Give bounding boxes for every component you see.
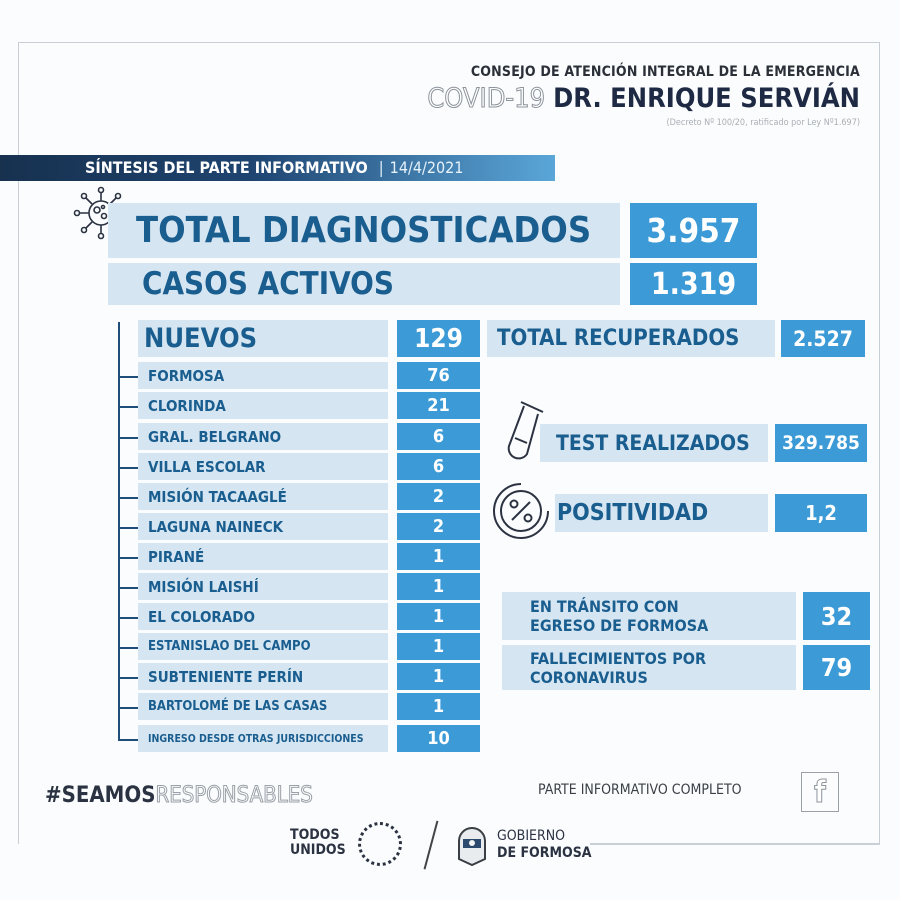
fallecimientos-line2: CORONAVIRUS — [530, 667, 648, 687]
tree-branch — [118, 676, 138, 679]
positividad-value: 1,2 — [775, 494, 867, 532]
hashtag-outline: RESPONSABLES — [155, 783, 313, 809]
divider — [590, 843, 880, 845]
locality-label: PIRANÉ — [138, 543, 388, 570]
gobierno-formosa-logo: GOBIERNO DE FORMOSA — [497, 828, 592, 862]
de-formosa-text: DE FORMOSA — [497, 845, 592, 861]
locality-label: LAGUNA NAINECK — [138, 513, 388, 540]
decree-note: (Decreto Nº 100/20, ratificado por Ley N… — [666, 118, 860, 128]
locality-value: 10 — [397, 725, 480, 752]
fallecimientos-value: 79 — [803, 645, 870, 690]
transito-label: EN TRÁNSITO CON EGRESO DE FORMOSA — [502, 592, 796, 640]
tree-branch — [118, 556, 138, 559]
total-diagnosticados-label: TOTAL DIAGNOSTICADOS — [108, 203, 620, 258]
fallecimientos-line1: FALLECIMIENTOS POR — [530, 648, 707, 668]
council-name: COVID-19 DR. ENRIQUE SERVIÁN — [427, 83, 860, 115]
locality-value: 1 — [397, 663, 480, 690]
tests-label: TEST REALIZADOS — [540, 424, 768, 462]
locality-value: 2 — [397, 483, 480, 510]
banner-title: SÍNTESIS DEL PARTE INFORMATIVO — [85, 158, 368, 177]
casos-activos-value: 1.319 — [630, 263, 757, 305]
tree-line — [118, 322, 120, 740]
doctor-name: DR. ENRIQUE SERVIÁN — [553, 83, 860, 114]
hashtag-bold: #SEAMOS — [45, 783, 156, 808]
tree-branch — [118, 586, 138, 589]
unidos-text: UNIDOS — [290, 842, 346, 858]
locality-value: 1 — [397, 603, 480, 630]
parte-completo-link[interactable]: PARTE INFORMATIVO COMPLETO — [538, 782, 742, 798]
todos-text: TODOS — [290, 827, 340, 843]
locality-label: SUBTENIENTE PERÍN — [138, 663, 388, 690]
tree-branch — [118, 375, 138, 378]
covid-label: COVID-19 — [427, 83, 546, 115]
report-banner: SÍNTESIS DEL PARTE INFORMATIVO | 14/4/202… — [0, 155, 555, 181]
locality-label: MISIÓN LAISHÍ — [138, 573, 388, 600]
locality-label: FORMOSA — [138, 362, 388, 389]
card-border — [18, 42, 880, 844]
tree-branch — [118, 436, 138, 439]
tree-branch — [118, 616, 138, 619]
facebook-icon[interactable]: f — [801, 772, 839, 812]
locality-value: 6 — [397, 423, 480, 450]
transito-line2: EGRESO DE FORMOSA — [530, 616, 709, 635]
locality-label: GRAL. BELGRANO — [138, 423, 388, 450]
report-date: 14/4/2021 — [389, 158, 464, 177]
stars-circle-icon — [358, 822, 402, 866]
test-tube-icon — [507, 401, 544, 460]
locality-label: MISIÓN TACAAGLÉ — [138, 483, 388, 510]
banner-sep: | — [378, 158, 384, 177]
tree-branch — [118, 646, 138, 649]
tests-value: 329.785 — [775, 424, 867, 462]
tree-branch — [118, 496, 138, 499]
locality-value: 1 — [397, 693, 480, 720]
locality-label: CLORINDA — [138, 392, 388, 419]
nuevos-label: NUEVOS — [138, 320, 388, 357]
fallecimientos-label: FALLECIMIENTOS POR CORONAVIRUS — [502, 645, 796, 690]
locality-value: 76 — [397, 362, 480, 389]
locality-value: 6 — [397, 453, 480, 480]
locality-label: BARTOLOMÉ DE LAS CASAS — [138, 693, 388, 720]
locality-value: 21 — [397, 392, 480, 419]
tree-branch — [118, 706, 138, 709]
locality-value: 1 — [397, 573, 480, 600]
gobierno-text: GOBIERNO — [497, 828, 566, 844]
tree-branch — [118, 466, 138, 469]
formosa-shield-icon — [458, 827, 486, 867]
todos-unidos-logo: TODOS UNIDOS — [290, 828, 346, 858]
tree-branch — [118, 738, 138, 741]
nuevos-value: 129 — [397, 320, 480, 357]
percent-icon — [493, 483, 549, 539]
locality-label: VILLA ESCOLAR — [138, 453, 388, 480]
hashtag: #SEAMOSRESPONSABLES — [45, 783, 313, 809]
casos-activos-label: CASOS ACTIVOS — [108, 263, 620, 305]
locality-label: INGRESO DESDE OTRAS JURISDICCIONES — [138, 725, 388, 752]
transito-line1: EN TRÁNSITO CON — [530, 597, 679, 616]
locality-value: 1 — [397, 543, 480, 570]
tree-branch — [118, 526, 138, 529]
positividad-label: POSITIVIDAD — [555, 494, 768, 532]
transito-value: 32 — [803, 592, 870, 640]
locality-label: EL COLORADO — [138, 603, 388, 630]
recuperados-value: 2.527 — [781, 320, 865, 357]
council-title: CONSEJO DE ATENCIÓN INTEGRAL DE LA EMERG… — [470, 64, 860, 80]
total-diagnosticados-value: 3.957 — [630, 203, 757, 258]
locality-value: 2 — [397, 513, 480, 540]
recuperados-label: TOTAL RECUPERADOS — [487, 320, 775, 357]
locality-label: ESTANISLAO DEL CAMPO — [138, 633, 388, 660]
tree-branch — [118, 405, 138, 408]
locality-value: 1 — [397, 633, 480, 660]
